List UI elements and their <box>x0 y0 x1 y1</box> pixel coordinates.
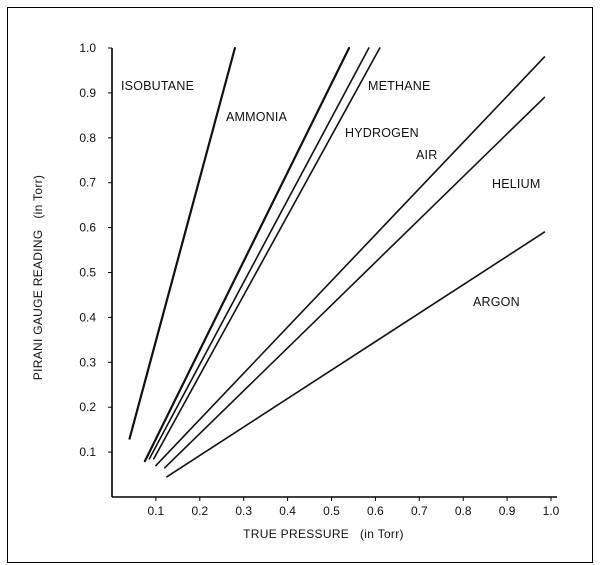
series-label-hydrogen: HYDROGEN <box>345 126 419 140</box>
x-tick-label: 1.0 <box>543 504 560 518</box>
y-tick-label: 0.8 <box>79 131 96 145</box>
series-line-helium <box>163 96 546 469</box>
y-axis-title: PIRANI GAUGE READING (in Torr) <box>31 175 45 380</box>
y-tick-label: 0.9 <box>79 86 96 100</box>
series-labels: ISOBUTANE AMMONIA METHANE HYDROGEN AIR HELIUM… <box>121 79 540 309</box>
y-tick-label: 0.6 <box>79 221 96 235</box>
x-tick-label: 0.4 <box>279 504 296 518</box>
series-label-helium: HELIUM <box>492 177 540 191</box>
chart-frame: 0.1 0.2 0.3 0.4 0.5 0.6 0.7 0.8 0.9 1.0 0.1 0.2 0.3 0… <box>7 7 593 563</box>
axes <box>111 48 557 498</box>
series-label-isobutane: ISOBUTANE <box>121 79 194 93</box>
x-tick-label: 0.7 <box>411 504 428 518</box>
pirani-chart: 0.1 0.2 0.3 0.4 0.5 0.6 0.7 0.8 0.9 1.0 0.1 0.2 0.3 0… <box>31 41 560 541</box>
y-tick-label: 0.3 <box>79 355 96 369</box>
x-tick-label: 0.6 <box>367 504 384 518</box>
series-line-air <box>155 56 546 467</box>
series-line-ammonia <box>143 46 351 463</box>
x-tick-label: 0.5 <box>323 504 340 518</box>
ticks: 0.1 0.2 0.3 0.4 0.5 0.6 0.7 0.8 0.9 1.0 0.1 0.2 0.3 0… <box>79 41 559 518</box>
series-line-methane <box>148 47 370 460</box>
y-tick-label: 0.5 <box>79 266 96 280</box>
x-axis-title: TRUE PRESSURE (in Torr) <box>243 527 404 541</box>
series-line-isobutane <box>128 46 237 440</box>
x-tick-label: 0.8 <box>455 504 472 518</box>
series-line-hydrogen <box>152 47 381 460</box>
y-tick-label: 0.7 <box>79 176 96 190</box>
x-tick-label: 0.9 <box>499 504 516 518</box>
y-tick-label: 0.4 <box>79 310 96 324</box>
series-label-ammonia: AMMONIA <box>226 110 288 124</box>
x-tick-label: 0.1 <box>148 504 165 518</box>
x-tick-label: 0.3 <box>235 504 252 518</box>
y-tick-label: 0.2 <box>79 400 96 414</box>
y-tick-label: 1.0 <box>79 41 96 55</box>
y-tick-label: 0.1 <box>79 445 96 459</box>
x-tick-label: 0.2 <box>191 504 208 518</box>
series-line-argon <box>166 231 546 478</box>
series-label-air: AIR <box>416 148 437 162</box>
series-lines <box>128 46 546 478</box>
series-label-argon: ARGON <box>473 295 520 309</box>
series-label-methane: METHANE <box>368 79 431 93</box>
